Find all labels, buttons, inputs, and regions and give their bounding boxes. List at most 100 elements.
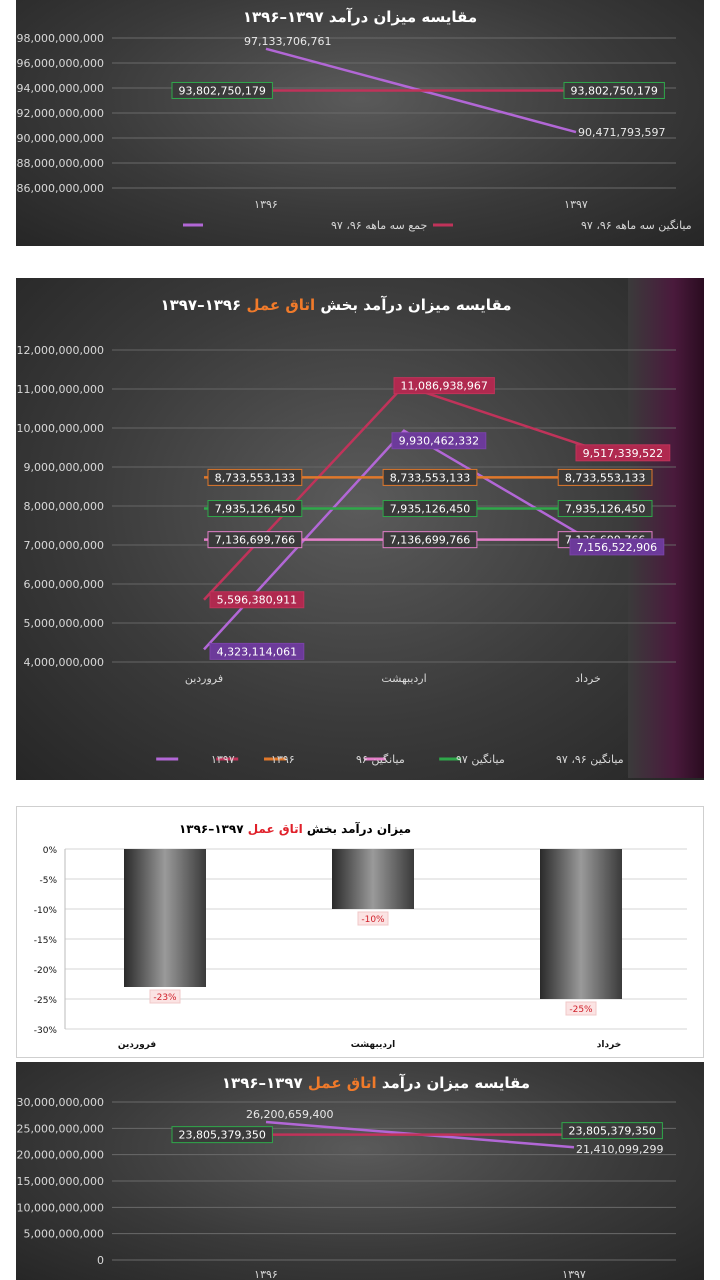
chart-title: مقایسه میزان درآمد ۱۳۹۷–۱۳۹۶ [243, 8, 477, 26]
chart-title-part: ۱۳۹۶–۱۳۹۷ [160, 296, 246, 314]
y-tick-label: -30% [34, 1026, 58, 1036]
data-label-box [357, 911, 389, 926]
data-label: 26,200,659,400 [246, 1108, 333, 1121]
y-tick-label: 98,000,000,000 [17, 32, 104, 45]
data-label-box [557, 500, 653, 518]
y-tick-label: 0 [97, 1254, 104, 1267]
data-label-box [149, 989, 181, 1004]
data-label: 4,323,114,061 [217, 645, 297, 658]
data-label: -23% [153, 993, 177, 1003]
data-label: 7,935,126,450 [215, 503, 295, 516]
bar [332, 849, 414, 909]
chart-or-income-monthly: مقایسه میزان درآمد بخش اتاق عمل ۱۳۹۶–۱۳۹… [17, 296, 676, 766]
x-tick-label: فروردین [185, 672, 223, 685]
chart-total-income: مقایسه میزان درآمد ۱۳۹۷–۱۳۹۶ 98,000,000,0… [17, 8, 692, 232]
chart-or-income-total: مقایسه میزان درآمد اتاق عمل ۱۳۹۷–۱۳۹۶ 30,… [17, 1074, 676, 1280]
y-tick-label: 96,000,000,000 [17, 57, 104, 70]
bar [124, 849, 206, 987]
x-tick-label: ۱۳۹۶ [254, 1268, 278, 1280]
legend-label: ۱۳۹۷ [211, 753, 235, 766]
data-label: 7,935,126,450 [390, 503, 470, 516]
y-tick-label: 94,000,000,000 [17, 82, 104, 95]
chart-title: میزان درآمد بخش اتاق عمل ۱۳۹۷–۱۳۹۶ [179, 821, 411, 836]
bar [540, 849, 622, 999]
data-label: 23,805,379,350 [178, 1129, 265, 1142]
data-label-box [565, 1001, 597, 1016]
y-tick-label: 11,000,000,000 [17, 383, 104, 396]
data-label-box [569, 538, 665, 556]
data-label: 11,086,938,967 [400, 380, 487, 393]
data-label-box [207, 500, 303, 518]
y-tick-label: -25% [34, 996, 58, 1006]
chart-panel-or-income-change: میزان درآمد بخش اتاق عمل ۱۳۹۷–۱۳۹۶ 0% -5% -… [16, 806, 704, 1058]
data-label-box [563, 81, 665, 99]
chart-title-highlight: اتاق عمل [308, 1074, 377, 1092]
chart-title-part: میزان درآمد بخش [303, 821, 411, 836]
legend-label: جمع سه ماهه ۹۶، ۹۷ [331, 219, 427, 232]
chart-title-part: ۱۳۹۷–۱۳۹۶ [179, 822, 248, 836]
data-label: 9,930,462,332 [399, 435, 479, 448]
y-tick-label: 5,000,000,000 [24, 617, 104, 630]
data-label-box [209, 591, 305, 609]
legend-label: ۱۳۹۶ [271, 753, 295, 766]
data-label: 90,471,793,597 [578, 126, 665, 139]
data-label-box [207, 468, 303, 486]
data-label: 5,596,380,911 [217, 594, 297, 607]
y-tick-label: 86,000,000,000 [17, 182, 104, 195]
y-tick-label: 20,000,000,000 [17, 1149, 104, 1162]
y-tick-label: 7,000,000,000 [24, 539, 104, 552]
y-tick-label: 12,000,000,000 [17, 344, 104, 357]
data-label-box [171, 1126, 273, 1144]
data-label: 7,136,699,766 [390, 534, 470, 547]
data-label: -10% [361, 915, 385, 925]
x-tick-label: اردیبهشت [381, 672, 426, 685]
y-tick-label: -20% [34, 966, 58, 976]
y-tick-label: 25,000,000,000 [17, 1122, 104, 1135]
data-label: 8,733,553,133 [390, 471, 470, 484]
data-label: 7,935,126,450 [565, 503, 645, 516]
y-tick-label: 92,000,000,000 [17, 107, 104, 120]
y-tick-label: 4,000,000,000 [24, 656, 104, 669]
data-label: 93,802,750,179 [570, 84, 657, 97]
y-tick-label: 30,000,000,000 [17, 1096, 104, 1109]
series-line [203, 429, 589, 651]
chart-title-highlight: اتاق عمل [248, 822, 303, 836]
y-tick-label: 15,000,000,000 [17, 1175, 104, 1188]
y-tick-label: 0% [43, 846, 58, 856]
data-label-box [382, 531, 478, 549]
data-label-box [391, 432, 487, 450]
x-tick-label: ۱۳۹۶ [254, 198, 278, 211]
legend-label: میانگین ۹۶، ۹۷ [556, 753, 624, 766]
y-tick-label: 8,000,000,000 [24, 500, 104, 513]
data-label-box [575, 444, 671, 462]
legend-label: میانگین ۹۶ [356, 753, 405, 766]
data-label-box [209, 642, 305, 660]
data-label-box [382, 500, 478, 518]
y-tick-label: 90,000,000,000 [17, 132, 104, 145]
data-label: 8,733,553,133 [215, 471, 295, 484]
legend-label: میانگین ۹۷ [456, 753, 505, 766]
data-label: 97,133,706,761 [244, 35, 331, 48]
chart-panel-total-income: مقایسه میزان درآمد ۱۳۹۷–۱۳۹۶ 98,000,000,0… [16, 0, 704, 246]
chart-panel-or-income-monthly: مقایسه میزان درآمد بخش اتاق عمل ۱۳۹۶–۱۳۹… [16, 268, 704, 780]
chart-or-income-change: میزان درآمد بخش اتاق عمل ۱۳۹۷–۱۳۹۶ 0% -5% -… [34, 821, 687, 1050]
data-label: 9,517,339,522 [583, 447, 663, 460]
y-tick-label: 10,000,000,000 [17, 1201, 104, 1214]
data-label-box [207, 531, 303, 549]
chart-title: مقایسه میزان درآمد اتاق عمل ۱۳۹۷–۱۳۹۶ [222, 1074, 530, 1092]
x-tick-label: ۱۳۹۷ [564, 198, 588, 211]
data-label-box [557, 468, 653, 486]
data-label: -25% [569, 1005, 593, 1015]
x-tick-label: خرداد [597, 1040, 621, 1050]
y-tick-label: -10% [34, 906, 58, 916]
y-tick-label: 10,000,000,000 [17, 422, 104, 435]
x-tick-label: خرداد [575, 672, 601, 685]
data-label-box [561, 1122, 663, 1140]
data-label-box [393, 377, 495, 395]
data-label: 7,156,522,906 [577, 541, 657, 554]
data-label: 93,802,750,179 [178, 84, 265, 97]
chart-title-part: مقایسه میزان درآمد [377, 1074, 531, 1092]
chart-title-part: مقایسه میزان درآمد بخش [315, 296, 511, 314]
y-tick-label: -15% [34, 936, 58, 946]
y-tick-label: -5% [39, 876, 57, 886]
